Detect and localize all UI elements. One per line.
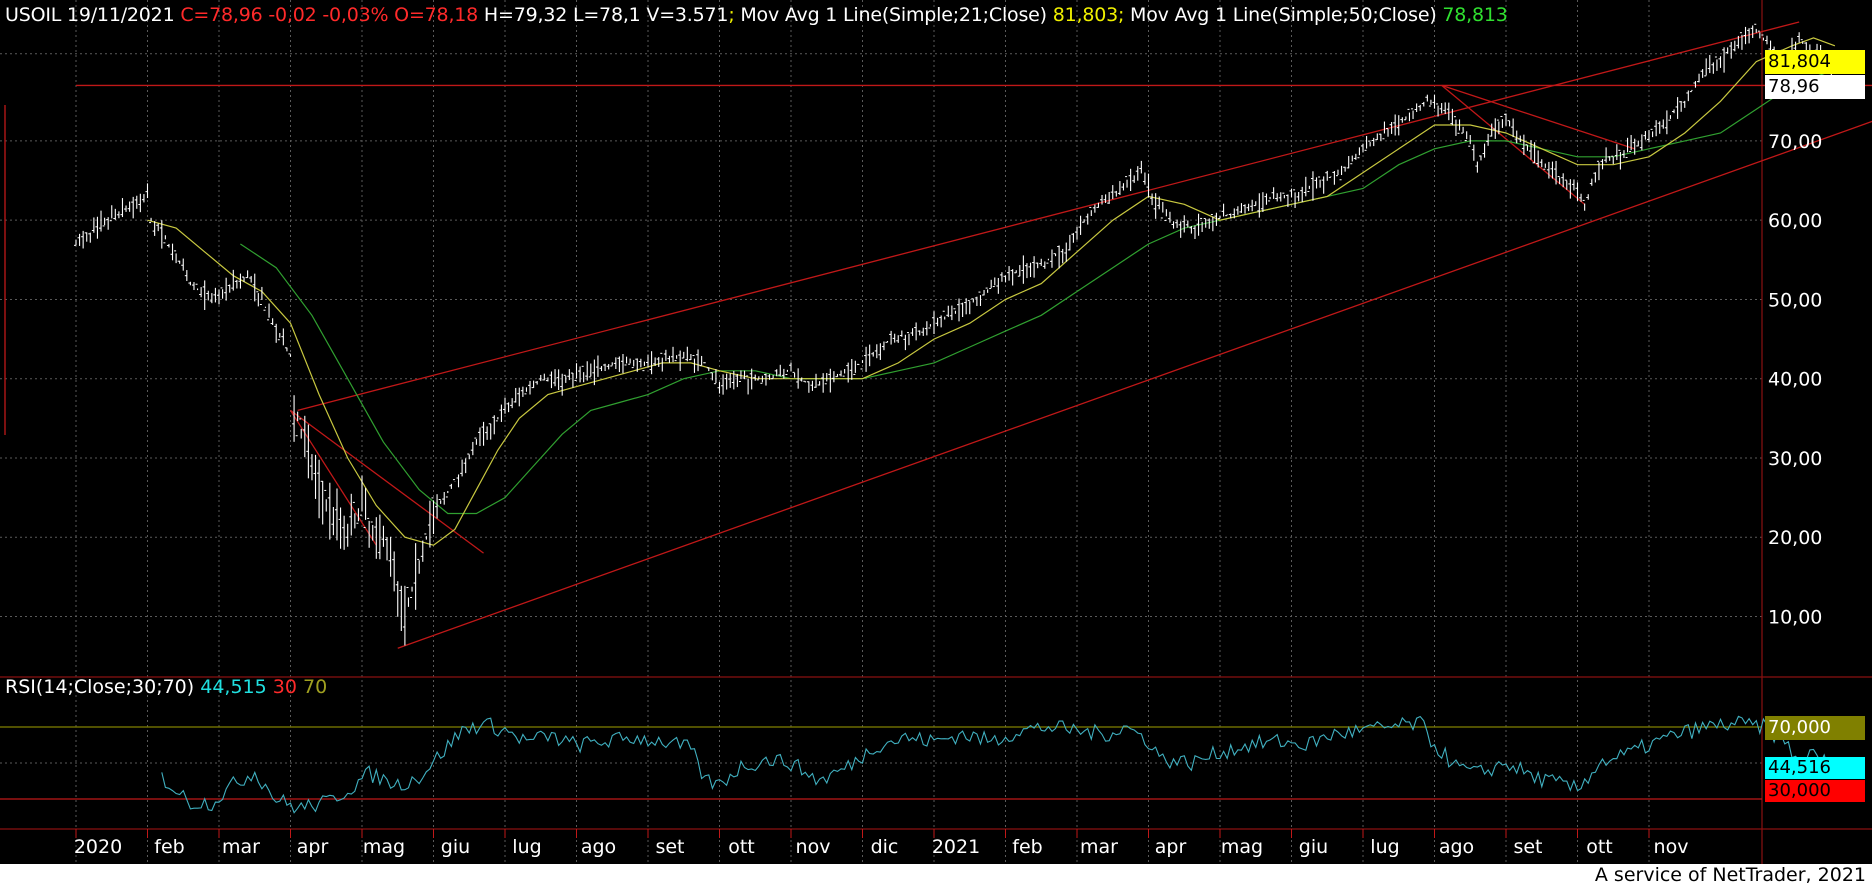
chart-header: USOIL 19/11/2021 C=78,96 -0,02 -0,03% O=…: [5, 4, 1508, 26]
rsi-value-tag: 44,516: [1765, 757, 1865, 779]
rsi-header: RSI(14;Close;30;70) 44,515 30 70: [5, 676, 327, 698]
y-tick-label: 30,00: [1768, 448, 1822, 470]
chart-background: [0, 0, 1872, 864]
y-tick-label: 60,00: [1768, 210, 1822, 232]
rsi-value: 44,515: [200, 676, 267, 698]
ma21-price-tag: 81,804: [1765, 50, 1865, 74]
x-tick-label: lug: [1370, 836, 1399, 858]
x-tick-label: mag: [1221, 836, 1263, 858]
x-tick-label: ago: [1439, 836, 1474, 858]
x-tick-label: apr: [1155, 836, 1187, 858]
ma21-line: [147, 37, 1836, 546]
rsi-line: [161, 715, 1836, 814]
rsi-70-tag: 70,000: [1765, 716, 1865, 740]
header-ma50-label: Mov Avg 1 Line(Simple;50;Close): [1130, 4, 1437, 26]
x-tick-label: mag: [363, 836, 405, 858]
y-tick-label: 70,00: [1768, 131, 1822, 153]
x-tick-label: 2021: [932, 836, 980, 858]
x-tick-label: nov: [1654, 836, 1689, 858]
x-tick-label: nov: [796, 836, 831, 858]
x-tick-label: feb: [154, 836, 184, 858]
trendline: [1441, 84, 1635, 150]
price-bars: [74, 23, 1832, 646]
x-tick-label: 2020: [74, 836, 122, 858]
y-tick-label: 10,00: [1768, 607, 1822, 629]
x-tick-label: feb: [1012, 836, 1042, 858]
rsi-30-tag: 30,000: [1765, 780, 1865, 802]
x-tick-label: set: [1513, 836, 1542, 858]
header-ohlc-change: C=78,96 -0,02 -0,03% O=78,18: [180, 4, 479, 26]
header-separator: ;: [728, 4, 735, 26]
rsi-high-level: 70: [303, 676, 328, 698]
trendlines: [4, 21, 1872, 649]
header-ma50-value: 78,813: [1442, 4, 1508, 26]
trendline: [297, 21, 1800, 412]
grid-lines: [0, 0, 1762, 864]
rsi-panel: [0, 715, 1836, 814]
footer-credit: A service of NetTrader, 2021: [1594, 864, 1866, 886]
header-separator: ;: [1118, 4, 1125, 26]
x-tick-label: giu: [1299, 836, 1328, 858]
ma50-line-group: [240, 69, 1836, 515]
y-tick-label: 20,00: [1768, 527, 1822, 549]
y-tick-label: 50,00: [1768, 289, 1822, 311]
close-price-tag: 78,96: [1765, 75, 1865, 99]
x-tick-label: dic: [871, 836, 899, 858]
x-tick-label: giu: [441, 836, 470, 858]
y-axis-ticks: 10,00 20,00 30,00 40,00 50,00 60,00 70,00: [1768, 131, 1822, 629]
x-axis-ticks: 2020 feb mar apr mag giu lug ago set ott nov dic 202…: [74, 829, 1689, 858]
trendline: [290, 409, 484, 554]
x-tick-label: mar: [1080, 836, 1118, 858]
trendline: [397, 120, 1872, 649]
rsi-label: RSI(14;Close;30;70): [5, 676, 195, 698]
trendline: [1441, 84, 1586, 205]
x-tick-label: mar: [222, 836, 260, 858]
header-ohlc-rest: H=79,32 L=78,1 V=3.571: [483, 4, 729, 26]
ma21-line-group: [147, 37, 1836, 546]
x-tick-label: ott: [1586, 836, 1613, 858]
header-ma21-label: Mov Avg 1 Line(Simple;21;Close): [740, 4, 1047, 26]
y-tick-label: 40,00: [1768, 369, 1822, 391]
rsi-low-level: 30: [272, 676, 297, 698]
x-tick-label: ago: [581, 836, 616, 858]
x-tick-label: apr: [297, 836, 329, 858]
ma50-line: [240, 69, 1836, 515]
panel-separators: [0, 0, 1872, 864]
x-tick-label: set: [655, 836, 684, 858]
x-tick-label: lug: [512, 836, 541, 858]
header-symbol-date: USOIL 19/11/2021: [5, 4, 175, 26]
header-ma21-value: 81,803: [1052, 4, 1118, 26]
x-tick-label: ott: [728, 836, 755, 858]
